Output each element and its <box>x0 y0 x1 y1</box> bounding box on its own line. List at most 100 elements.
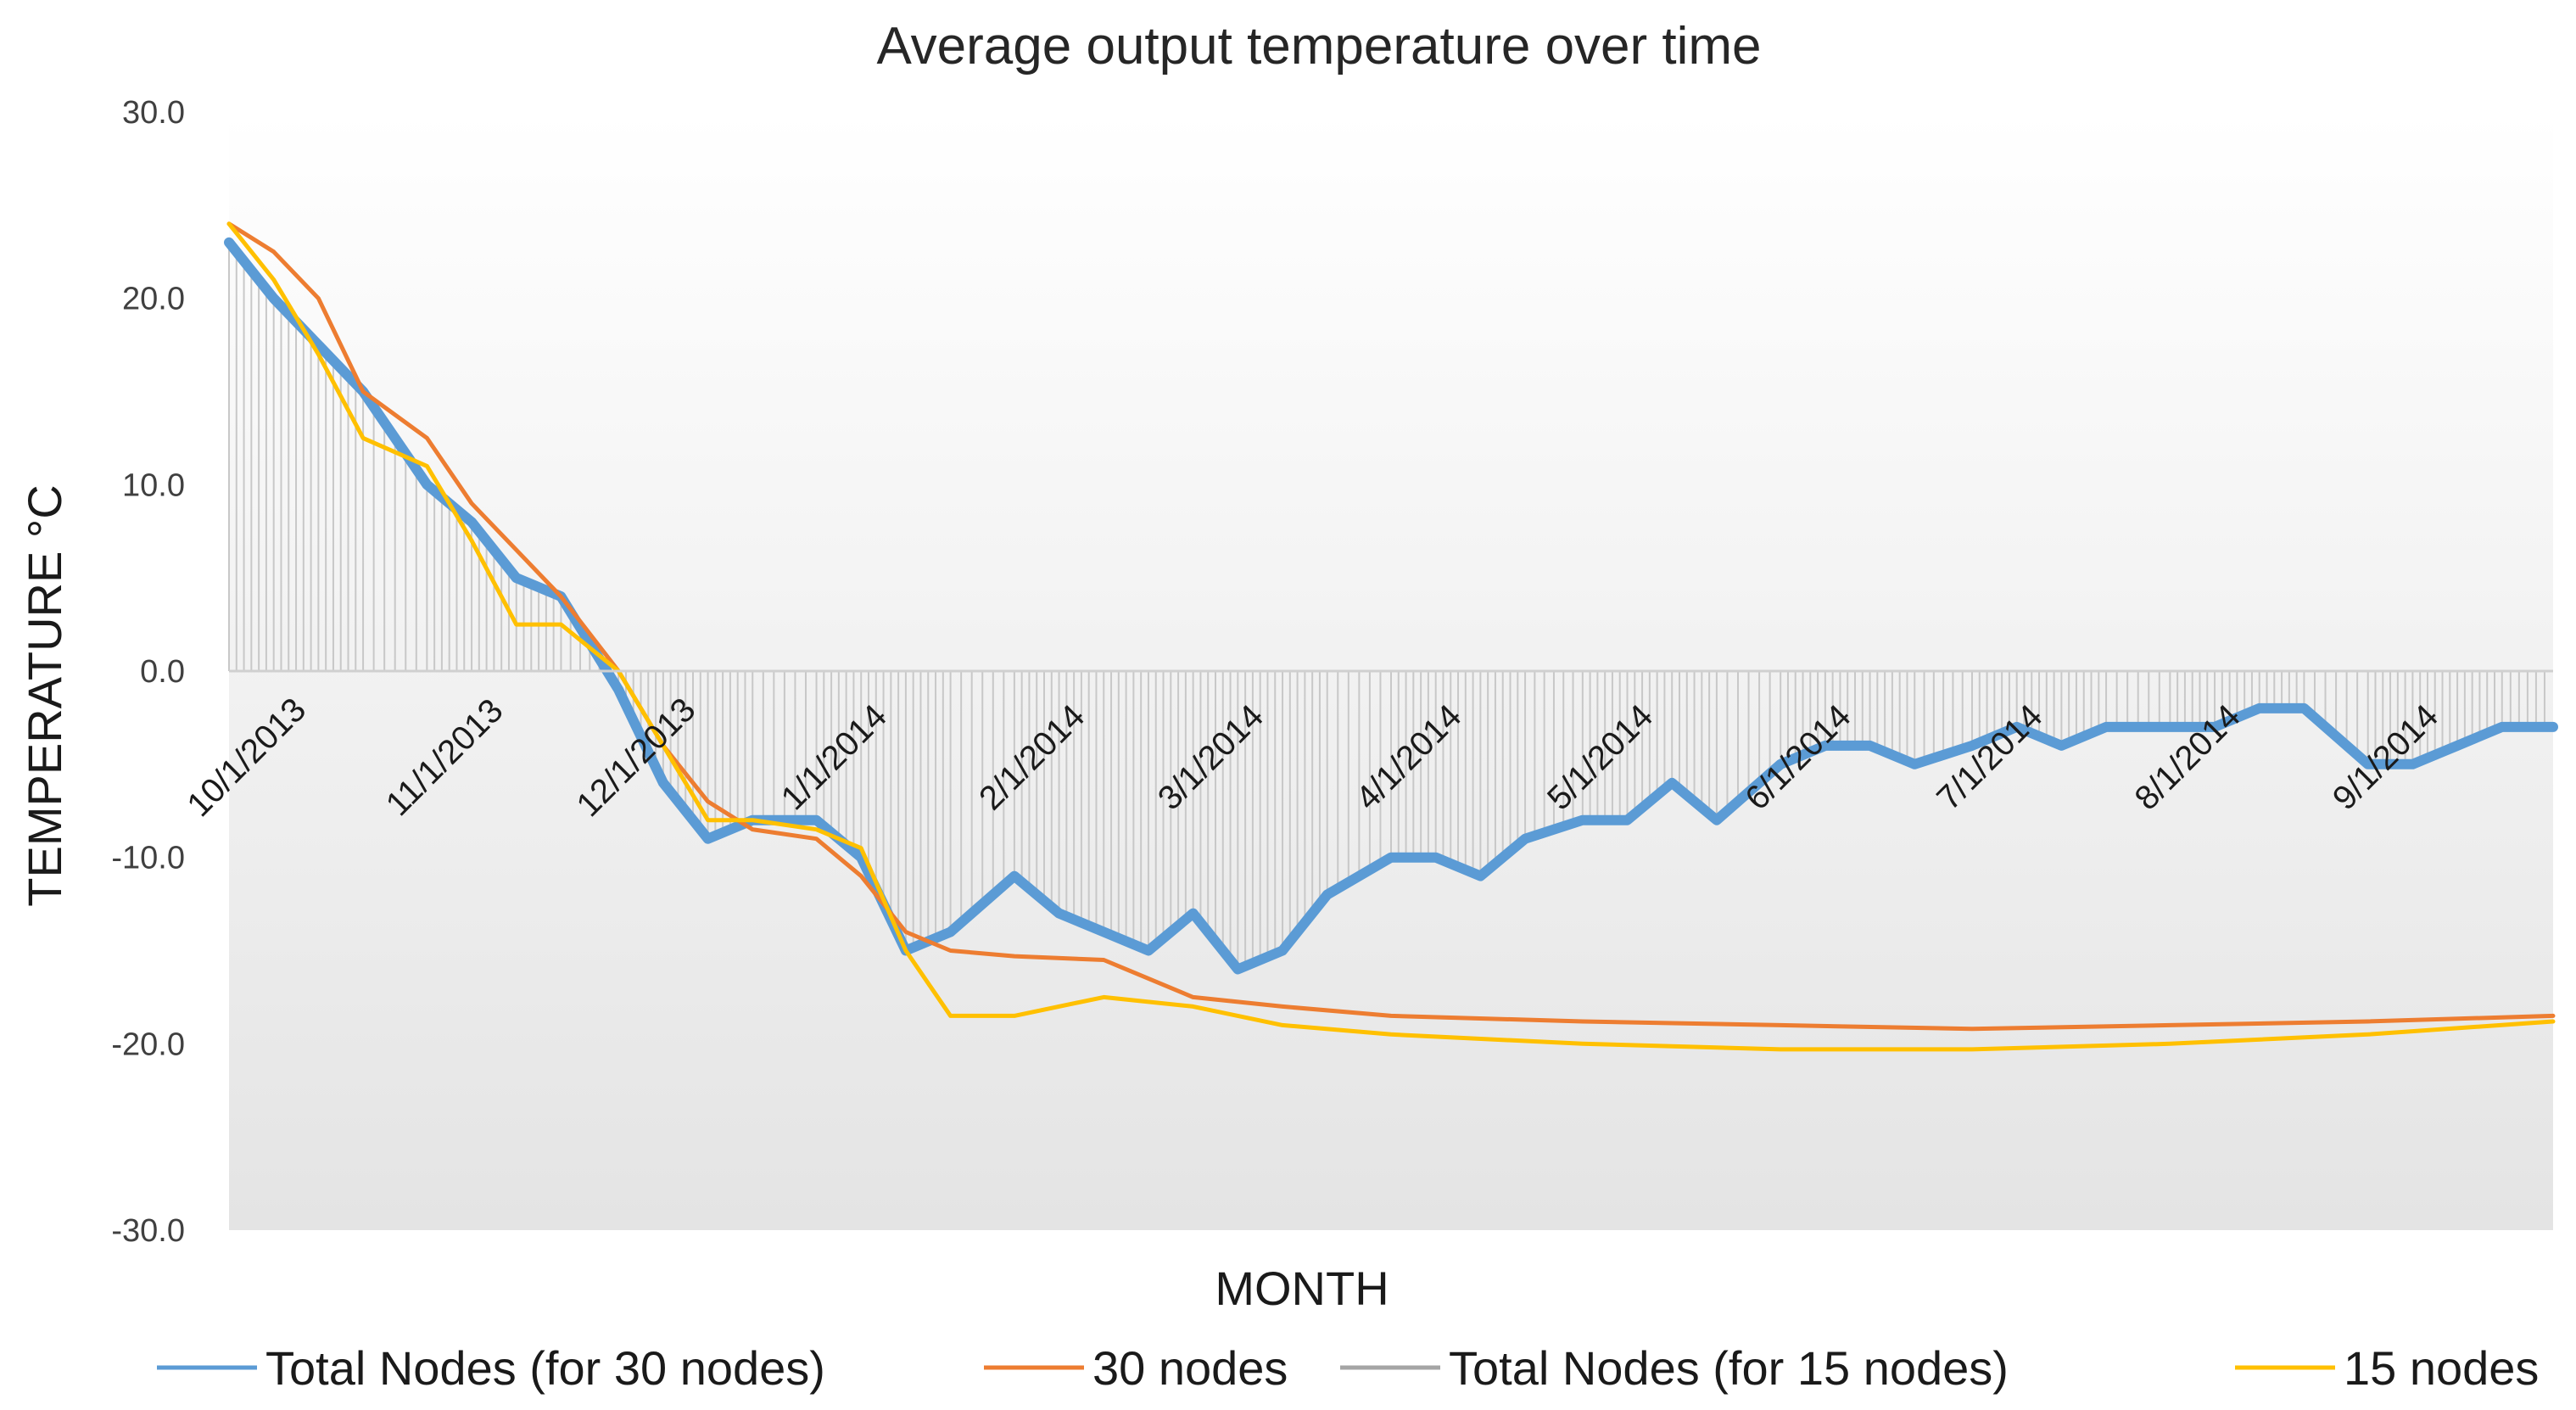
data-point <box>2366 763 2369 765</box>
data-point <box>272 250 275 253</box>
data-point <box>2169 725 2171 728</box>
data-point <box>317 353 320 355</box>
y-axis-ticks: 30.0 20.0 10.0 0.0 -10.0 -20.0 -30.0 <box>111 95 185 1249</box>
legend: Total Nodes (for 30 nodes) 30 nodes Total … <box>157 1341 2539 1395</box>
data-point <box>1479 875 1482 877</box>
legend-label: 30 nodes <box>1092 1341 1288 1395</box>
data-point <box>560 596 562 598</box>
data-point <box>1671 781 1674 784</box>
data-point <box>2214 725 2216 728</box>
data-point <box>2303 707 2305 709</box>
data-point <box>1971 1027 1973 1030</box>
data-point <box>471 521 473 523</box>
data-point <box>1869 744 1871 747</box>
data-point <box>707 837 709 840</box>
data-point <box>2060 744 2063 747</box>
data-point <box>1192 1005 1194 1008</box>
legend-label: Total Nodes (for 15 nodes) <box>1449 1341 2009 1395</box>
y-tick-label: 20.0 <box>122 282 185 317</box>
data-point <box>752 828 754 831</box>
data-point <box>471 540 473 542</box>
data-point <box>1192 912 1194 915</box>
data-point <box>272 297 275 299</box>
data-point <box>2015 725 2018 728</box>
data-point <box>1434 856 1437 859</box>
x-axis-title: MONTH <box>1215 1262 1389 1315</box>
data-point <box>1780 763 1782 765</box>
data-point <box>1581 1043 1584 1045</box>
data-point <box>1971 1048 1973 1050</box>
data-point <box>1282 949 1284 952</box>
data-point <box>949 1015 952 1017</box>
data-point <box>515 577 517 579</box>
data-point <box>949 949 952 952</box>
data-point <box>2169 1024 2171 1027</box>
y-axis-title: TEMPERATURE °C <box>18 484 71 906</box>
data-point <box>2105 725 2108 728</box>
data-point <box>2366 1020 2369 1022</box>
data-point <box>1147 949 1149 952</box>
data-point <box>1013 875 1015 877</box>
data-point <box>362 390 365 393</box>
y-tick-label: 10.0 <box>122 467 185 503</box>
data-point <box>1282 1005 1284 1008</box>
y-tick-label: 0.0 <box>140 654 185 690</box>
data-point <box>1282 1024 1284 1027</box>
data-point <box>2501 725 2503 728</box>
data-point <box>471 502 473 505</box>
data-point <box>860 847 863 849</box>
data-point <box>662 781 664 784</box>
data-point <box>1581 819 1584 821</box>
data-point <box>1524 837 1527 840</box>
data-point <box>707 800 709 803</box>
data-point <box>1780 1024 1782 1027</box>
data-point <box>949 931 952 933</box>
data-point <box>860 875 863 877</box>
data-point <box>1192 996 1194 999</box>
legend-label: Total Nodes (for 30 nodes) <box>265 1341 825 1395</box>
data-point <box>560 624 562 626</box>
data-point <box>1390 1015 1392 1017</box>
data-point <box>1914 763 1916 765</box>
data-point <box>860 856 863 859</box>
data-point <box>515 549 517 551</box>
y-tick-label: -30.0 <box>111 1213 185 1249</box>
data-point <box>1780 1048 1782 1050</box>
data-point <box>1058 912 1060 915</box>
data-point <box>815 837 818 840</box>
data-point <box>1390 856 1392 859</box>
data-point <box>752 819 754 821</box>
data-point <box>2456 744 2459 747</box>
data-point <box>426 437 428 439</box>
data-point <box>662 744 664 747</box>
data-point <box>904 931 907 933</box>
data-point <box>1103 996 1105 999</box>
data-point <box>317 344 320 346</box>
data-point <box>2366 1033 2369 1036</box>
y-tick-label: -10.0 <box>111 841 185 876</box>
data-point <box>362 437 365 439</box>
legend-label: 15 nodes <box>2344 1341 2539 1395</box>
data-point <box>1715 819 1718 821</box>
data-point <box>2552 725 2554 728</box>
data-point <box>1103 931 1105 933</box>
data-point <box>317 297 320 299</box>
chart-title: Average output temperature over time <box>876 17 1761 76</box>
data-point <box>2169 1043 2171 1045</box>
data-point <box>707 819 709 821</box>
data-point <box>1326 893 1328 896</box>
data-point <box>1013 1015 1015 1017</box>
data-point <box>2552 1015 2554 1017</box>
y-tick-label: 30.0 <box>122 95 185 131</box>
data-point <box>228 241 230 243</box>
data-point <box>815 819 818 821</box>
data-point <box>1013 955 1015 958</box>
data-point <box>228 222 230 225</box>
data-point <box>617 688 620 691</box>
data-point <box>1237 968 1239 971</box>
data-point <box>2411 763 2414 765</box>
data-point <box>1824 744 1826 747</box>
series-3 <box>226 221 2556 1052</box>
data-point <box>1581 1020 1584 1022</box>
